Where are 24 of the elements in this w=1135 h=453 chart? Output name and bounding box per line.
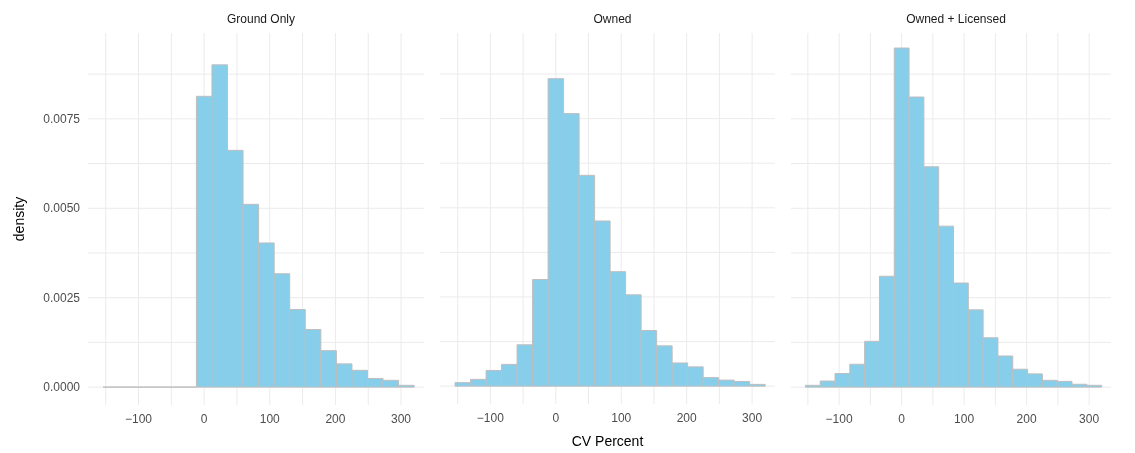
chart-title: Ground Only — [226, 12, 296, 26]
x-tick-label: 100 — [611, 411, 632, 425]
x-tick-label: −100 — [476, 411, 505, 425]
x-tick-label: 300 — [1079, 412, 1100, 426]
x-tick-label: 0 — [552, 411, 560, 425]
y-tick-label: 0.0025 — [43, 290, 81, 305]
y-tick-label: 0.0000 — [43, 380, 81, 395]
x-tick-label: 100 — [954, 412, 975, 426]
x-tick-label: 200 — [1016, 412, 1037, 426]
y-axis-title: density — [11, 196, 27, 242]
x-axis-title: CV Percent — [571, 433, 644, 449]
x-tick-label: 200 — [676, 411, 697, 425]
y-tick-label: 0.0050 — [43, 201, 81, 216]
x-tick-label: 100 — [259, 412, 281, 426]
x-tick-label: 300 — [742, 411, 763, 425]
x-tick-label: 200 — [325, 412, 346, 426]
chart-title: Owned — [593, 12, 632, 26]
x-tick-label: 0 — [200, 412, 208, 426]
x-tick-label: −100 — [825, 412, 853, 426]
x-tick-label: 0 — [898, 412, 906, 426]
x-tick-label: 300 — [391, 412, 412, 426]
x-tick-label: −100 — [125, 412, 153, 426]
chart-title: Owned + Licensed — [906, 12, 1006, 26]
y-tick-label: 0.0075 — [43, 111, 81, 126]
